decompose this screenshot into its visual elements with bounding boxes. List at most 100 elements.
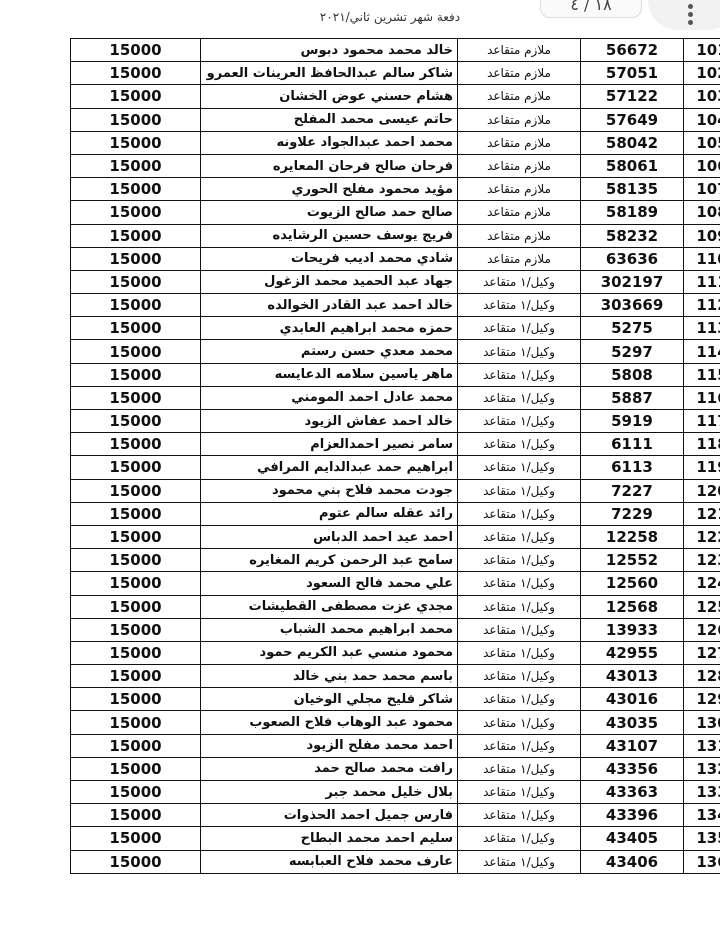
- rank: وكيل/١ متقاعد: [457, 733, 581, 758]
- id-number: 6113: [580, 455, 684, 480]
- rank: وكيل/١ متقاعد: [457, 524, 581, 550]
- rank: وكيل/١ متقاعد: [457, 455, 581, 480]
- row-number: 121: [683, 501, 720, 526]
- amount: 15000: [70, 269, 201, 295]
- rank: وكيل/١ متقاعد: [457, 803, 581, 828]
- rank: وكيل/١ متقاعد: [457, 849, 581, 874]
- amount: 15000: [70, 385, 201, 411]
- amount: 15000: [70, 640, 201, 666]
- full-name: خالد محمد محمود دبوس: [200, 37, 458, 63]
- id-number: 43406: [580, 849, 684, 874]
- row-number: 129: [683, 687, 720, 712]
- amount: 15000: [70, 455, 201, 480]
- id-number: 7227: [580, 478, 684, 503]
- rank: ملازم متقاعد: [457, 37, 581, 63]
- amount: 15000: [70, 153, 201, 179]
- row-number: 108: [683, 200, 720, 225]
- row-number: 107: [683, 177, 720, 202]
- row-number: 115: [683, 362, 720, 387]
- amount: 15000: [70, 223, 201, 248]
- full-name: جودت محمد فلاح بني محمود: [200, 478, 458, 503]
- id-number: 5297: [580, 339, 684, 364]
- id-number: 57122: [580, 84, 684, 109]
- full-name: ماهر ياسين سلامه الدعايسه: [200, 362, 458, 387]
- row-number: 131: [683, 733, 720, 758]
- row-number: 124: [683, 571, 720, 596]
- id-number: 43356: [580, 756, 684, 782]
- row-number: 127: [683, 640, 720, 666]
- row-number: 105: [683, 130, 720, 155]
- amount: 15000: [70, 107, 201, 132]
- full-name: سامح عبد الرحمن كريم المغايره: [200, 548, 458, 573]
- amount: 15000: [70, 37, 201, 63]
- id-number: 5887: [580, 385, 684, 411]
- rank: وكيل/١ متقاعد: [457, 316, 581, 341]
- full-name: مؤيد محمود مفلح الحوري: [200, 177, 458, 202]
- amount: 15000: [70, 594, 201, 619]
- full-name: شاكر فليح مجلي الوخيان: [200, 687, 458, 712]
- amount: 15000: [70, 571, 201, 596]
- amount: 15000: [70, 779, 201, 805]
- rank: وكيل/١ متقاعد: [457, 362, 581, 387]
- rank: وكيل/١ متقاعد: [457, 664, 581, 689]
- full-name: خالد احمد عفاش الزيود: [200, 408, 458, 434]
- id-number: 12560: [580, 571, 684, 596]
- amount: 15000: [70, 756, 201, 782]
- amount: 15000: [70, 548, 201, 573]
- rank: وكيل/١ متقاعد: [457, 779, 581, 805]
- row-number: 106: [683, 153, 720, 179]
- full-name: محمد احمد عبدالجواد علاونه: [200, 130, 458, 155]
- full-name: فريج يوسف حسين الرشايده: [200, 223, 458, 248]
- rank: وكيل/١ متقاعد: [457, 710, 581, 735]
- header-title: دفعة شهر تشرين ثاني/٢٠٢١: [319, 10, 461, 24]
- amount: 15000: [70, 362, 201, 387]
- id-number: 12552: [580, 548, 684, 573]
- full-name: باسم محمد حمد بني خالد: [200, 664, 458, 689]
- id-number: 58042: [580, 130, 684, 155]
- id-number: 57649: [580, 107, 684, 132]
- amount: 15000: [70, 293, 201, 318]
- full-name: محمد معدي حسن رستم: [200, 339, 458, 364]
- rank: وكيل/١ متقاعد: [457, 571, 581, 596]
- menu-button[interactable]: [648, 0, 720, 30]
- id-number: 43396: [580, 803, 684, 828]
- rank: وكيل/١ متقاعد: [457, 385, 581, 411]
- amount: 15000: [70, 432, 201, 457]
- id-number: 12258: [580, 524, 684, 550]
- row-number: 136: [683, 849, 720, 874]
- full-name: صالح حمد صالح الزيوت: [200, 200, 458, 225]
- full-name: احمد عيد احمد الدباس: [200, 524, 458, 550]
- full-name: محمد ابراهيم محمد الشباب: [200, 617, 458, 642]
- full-name: محمود عبد الوهاب فلاح الصعوب: [200, 710, 458, 735]
- amount: 15000: [70, 177, 201, 202]
- rank: وكيل/١ متقاعد: [457, 756, 581, 782]
- rank: وكيل/١ متقاعد: [457, 293, 581, 318]
- rank: وكيل/١ متقاعد: [457, 548, 581, 573]
- rank: ملازم متقاعد: [457, 200, 581, 225]
- row-number: 125: [683, 594, 720, 619]
- id-number: 12568: [580, 594, 684, 619]
- page-number: ١٨ / ٤: [540, 0, 642, 18]
- amount: 15000: [70, 849, 201, 874]
- rank: وكيل/١ متقاعد: [457, 594, 581, 619]
- row-number: 113: [683, 316, 720, 341]
- rank: ملازم متقاعد: [457, 177, 581, 202]
